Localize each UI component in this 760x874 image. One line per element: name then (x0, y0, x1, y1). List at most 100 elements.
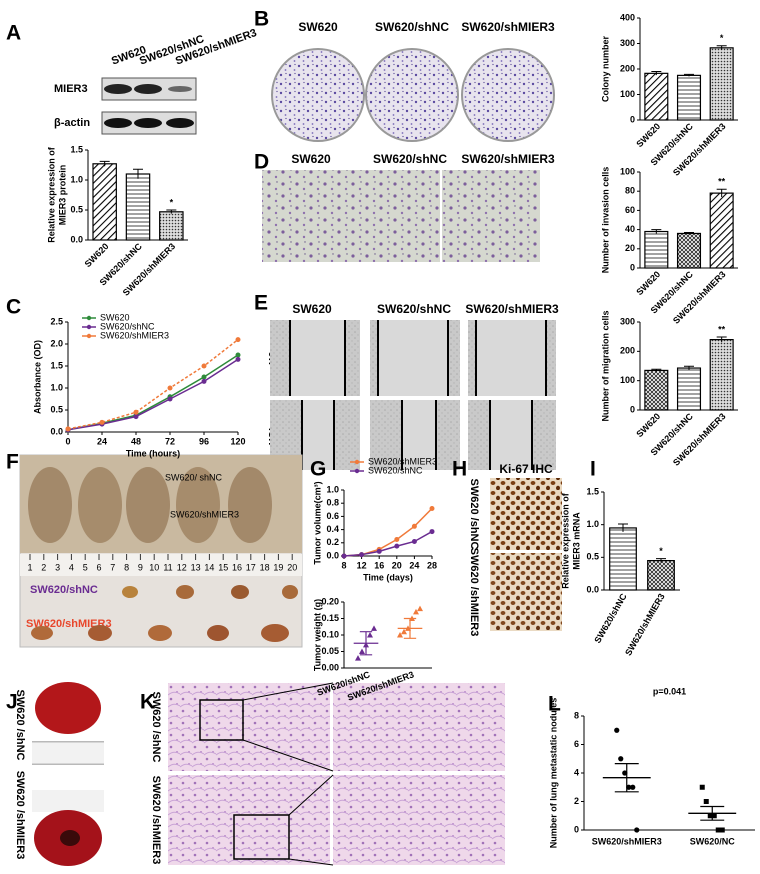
x-tick-label: 24 (409, 560, 419, 570)
data-point (699, 784, 705, 790)
y-axis-label: MIER3 mRNA (571, 512, 581, 570)
bar (676, 74, 702, 121)
bar (676, 367, 702, 411)
y-tick-label: 2 (574, 796, 579, 806)
error-bar (684, 231, 694, 235)
x-tick-label: 0 (65, 436, 70, 446)
error-bar (99, 160, 110, 167)
x-axis-label: Time (days) (363, 572, 413, 582)
y-tick-label: 0 (574, 824, 579, 834)
x-axis-label: Time (hours) (126, 448, 180, 458)
row-label: SW620 /shMIER3 (150, 776, 162, 865)
column-header: SW620 (292, 302, 332, 316)
series-point (167, 396, 173, 402)
bar (709, 339, 734, 411)
y-tick-label: 0.0 (50, 426, 63, 436)
bar (159, 211, 184, 241)
series-point (201, 374, 207, 380)
series-point (167, 385, 173, 391)
error-bar (133, 168, 143, 179)
x-tick-label: 16 (374, 560, 384, 570)
error-bar (166, 209, 177, 214)
y-tick-label: 0.0 (586, 584, 599, 594)
y-tick-label: 80 (625, 186, 635, 196)
error-bar (618, 523, 628, 532)
panel-letter: E (254, 292, 268, 315)
chart-title: p=0.041 (653, 686, 686, 696)
x-tick-label: SW620/shMIER3 (623, 592, 667, 658)
y-tick-label: 2.5 (50, 316, 63, 326)
panel-letter: K (140, 691, 155, 714)
bar (609, 527, 637, 591)
lungs: SW620 /shNC SW620 /shMIER3 (14, 682, 106, 868)
bar (647, 559, 675, 591)
y-axis-label: Tumor volume(cm³) (312, 481, 322, 564)
y-tick-label: 8 (574, 710, 579, 720)
row-label: β-actin (54, 117, 90, 129)
y-tick-label: 300 (620, 316, 635, 326)
x-tick-label: 120 (230, 436, 245, 446)
y-axis-label: Relative expression of (46, 146, 56, 243)
series-point (65, 426, 71, 432)
series-point (235, 337, 241, 343)
column-header: SW620 (291, 152, 331, 166)
legend-marker (86, 333, 92, 339)
panel-letter: D (254, 151, 269, 174)
column-header: SW620/shMIER3 (461, 20, 555, 34)
y-tick-label: 1.5 (586, 486, 599, 496)
bar (92, 163, 117, 241)
y-tick-label: 0.8 (326, 498, 339, 508)
mice-photo: SW620/ shNC SW620/shMIER3 1 2 3 4 5 6 7 8 9 10 11 1… (19, 454, 303, 648)
y-tick-label: 40 (625, 224, 635, 234)
ruler-number: 9 (138, 562, 143, 572)
y-tick-label: 0.0 (70, 234, 83, 244)
legend-label: SW620/shNC (100, 321, 155, 331)
data-point (630, 784, 636, 790)
data-point (711, 813, 717, 819)
series-point (133, 414, 139, 420)
x-tick-label: 24 (97, 436, 107, 446)
error-bar (651, 229, 662, 234)
x-tick-label: 20 (392, 560, 402, 570)
significance: ** (718, 324, 726, 334)
panel-letter: L (548, 693, 561, 716)
y-tick-label: 300 (620, 38, 635, 48)
ruler-number: 7 (110, 562, 115, 572)
x-tick-label: SW620 (634, 411, 662, 439)
y-tick-label: 0.0 (326, 550, 339, 560)
ruler-number: 18 (260, 562, 270, 572)
panel-letters: A B C D E F G H I J K L (6, 8, 596, 716)
y-tick-label: 0 (630, 404, 635, 414)
data-point (707, 813, 713, 819)
series-line (67, 339, 239, 430)
overlay-label: SW620/shMIER3 (170, 509, 239, 519)
blot: SW620 SW620/shNC SW620/shMIER3 MIER3 β-a… (54, 27, 258, 135)
sem-bar (403, 617, 417, 639)
data-point (614, 727, 620, 733)
ruler-number: 20 (287, 562, 297, 572)
x-tick-label: 96 (199, 436, 209, 446)
data-point (359, 648, 365, 654)
column-header: SW620/shNC (375, 20, 449, 34)
y-tick-label: 1.0 (70, 174, 83, 184)
ruler-number: 19 (273, 562, 283, 572)
legend-marker (86, 324, 92, 330)
y-axis-label: Number of lung metastatic nodules (548, 698, 558, 849)
x-tick-label: SW620/NC (690, 836, 736, 846)
y-axis-label: Number of invasion cells (600, 167, 610, 274)
series-point (133, 409, 139, 415)
y-tick-label: 0.6 (326, 511, 339, 521)
data-point (413, 608, 419, 615)
significance: * (720, 33, 724, 43)
plate (365, 48, 459, 142)
series-point (376, 548, 382, 554)
y-tick-label: 100 (620, 89, 635, 99)
y-tick-label: 0.5 (70, 204, 83, 214)
column-header: SW620 (298, 20, 338, 34)
significance: * (659, 546, 663, 556)
y-tick-label: 2.0 (50, 338, 63, 348)
y-tick-label: 200 (620, 346, 635, 356)
y-tick-label: 1.5 (70, 144, 83, 154)
column-header: SW620/shMIER3 (465, 302, 559, 316)
